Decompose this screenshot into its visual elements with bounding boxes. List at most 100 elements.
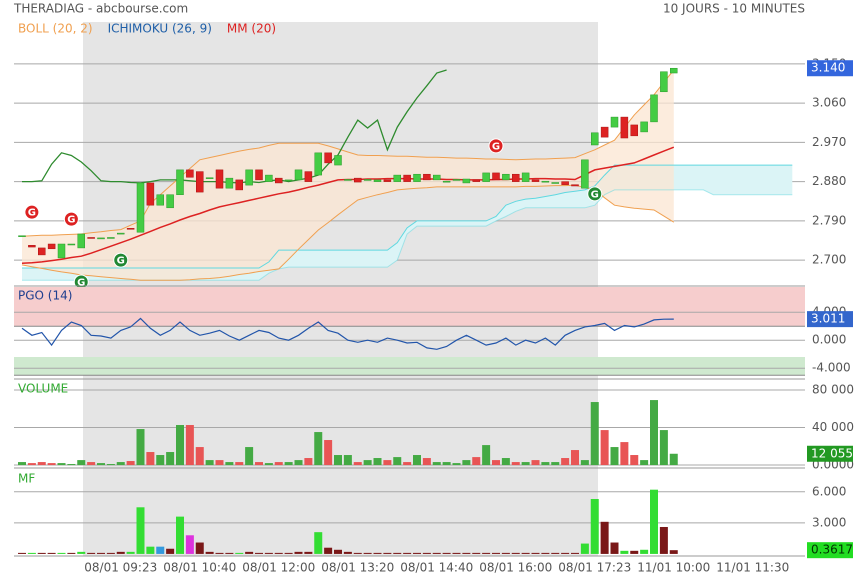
candle [166, 194, 174, 209]
candle [462, 178, 471, 184]
bar [590, 499, 599, 554]
x-tick-label: 11/01 11:30 [716, 561, 789, 575]
y-tick-label: 3.000 [812, 515, 846, 529]
candle [373, 179, 382, 182]
candle [77, 233, 85, 249]
candle [561, 181, 569, 185]
bar [294, 551, 303, 554]
bar [432, 552, 441, 554]
zone [14, 287, 805, 327]
bar [422, 552, 431, 554]
signal-label: G [492, 141, 500, 152]
candle [176, 169, 184, 195]
signal-label: G [117, 256, 125, 267]
bar [87, 552, 96, 554]
candle [215, 169, 224, 189]
bar [77, 460, 86, 466]
y-tick-label: 80 000 [812, 383, 854, 397]
bar [630, 550, 639, 554]
panel-title: PGO (14) [18, 289, 72, 303]
bar [640, 460, 649, 466]
bar [314, 532, 323, 554]
candle [423, 173, 431, 181]
last-value-label: 0.3617 [811, 543, 853, 557]
bar [97, 552, 105, 554]
bar [571, 450, 579, 466]
bar [492, 552, 500, 554]
bar [580, 460, 589, 466]
candle [304, 171, 313, 182]
y-tick-label: -4.000 [812, 361, 851, 375]
legend-entry: ICHIMOKU (26, 9) [108, 22, 212, 36]
bar [442, 552, 451, 554]
bar [176, 516, 184, 554]
bollinger-band [22, 70, 674, 281]
bar [166, 452, 175, 466]
bollinger-upper [21, 69, 675, 237]
y-tick-label: 3.060 [812, 96, 846, 110]
bar [37, 552, 46, 554]
bar [106, 552, 115, 554]
x-tick-label: 08/01 12:00 [242, 561, 315, 575]
bar [136, 507, 145, 554]
bar [413, 455, 421, 466]
bar [462, 552, 471, 554]
candle [670, 67, 678, 74]
bar [255, 552, 263, 554]
x-tick-label: 08/01 09:23 [84, 561, 157, 575]
candle [344, 179, 352, 181]
candle [442, 180, 451, 183]
candle [225, 177, 234, 189]
bar [511, 552, 520, 554]
candle [97, 237, 105, 240]
bar [343, 551, 352, 554]
bar [511, 462, 520, 466]
bar [27, 552, 36, 554]
bar [195, 542, 204, 554]
candle [620, 116, 629, 139]
bar [205, 551, 214, 554]
candle [47, 243, 56, 250]
bar [255, 462, 263, 466]
bar [669, 550, 678, 554]
bar [225, 462, 234, 466]
bar [284, 462, 293, 466]
bar [47, 463, 56, 466]
bar [136, 429, 145, 466]
bar [97, 463, 105, 466]
bar [334, 549, 342, 554]
bar [245, 551, 254, 554]
candle [650, 94, 658, 123]
candle [186, 169, 194, 178]
signal-label: G [591, 189, 599, 200]
candle [136, 182, 145, 233]
y-tick-label: 6.000 [812, 484, 846, 498]
candle [600, 126, 609, 138]
candle [472, 179, 480, 182]
bar [472, 552, 481, 554]
bar [324, 547, 333, 554]
bar [57, 463, 66, 466]
signal-label: G [67, 215, 75, 226]
bar [551, 462, 560, 466]
candle [156, 194, 164, 206]
y-tick-label: 2.970 [812, 135, 846, 149]
bar [383, 552, 392, 554]
ichimoku-span-a [22, 164, 793, 269]
bar [334, 455, 342, 466]
bar [274, 462, 283, 466]
candle [482, 172, 490, 182]
signal-label: G [77, 277, 85, 288]
bar [353, 552, 362, 554]
signal-marker [63, 211, 79, 227]
candle [146, 182, 155, 206]
candle [314, 152, 322, 176]
candle [413, 173, 421, 182]
ichimoku-line [22, 69, 447, 184]
indicator-line [21, 317, 674, 350]
last-value-label: 3.140 [811, 61, 845, 75]
bar [215, 460, 224, 466]
bar [126, 551, 135, 554]
bar [57, 552, 66, 554]
